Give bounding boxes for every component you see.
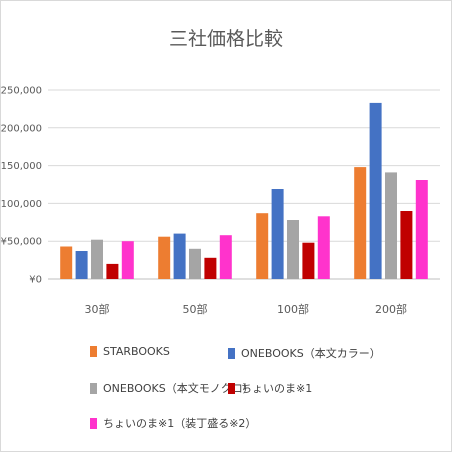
bar	[75, 251, 88, 279]
bar	[354, 167, 367, 279]
bar	[60, 246, 73, 279]
bar	[287, 220, 299, 279]
y-tick-label: ¥100,000	[0, 199, 42, 210]
bar	[106, 263, 119, 279]
bar	[369, 102, 382, 280]
x-tick-label: 200部	[375, 302, 407, 316]
bar	[219, 235, 232, 279]
bar	[121, 241, 134, 279]
y-tick-label: ¥0	[29, 275, 42, 286]
x-axis-ticks: 30部 50部 100部 200部	[85, 302, 408, 316]
y-axis-ticks: ¥0 ¥50,000 ¥100,000 ¥150,000 ¥200,000 ¥250,00…	[0, 86, 42, 286]
bar	[189, 248, 201, 279]
x-tick-label: 100部	[277, 302, 309, 316]
y-tick-label: ¥200,000	[0, 123, 42, 134]
bars	[60, 102, 428, 280]
bar	[385, 172, 397, 279]
bar	[158, 236, 171, 279]
y-tick-label: ¥150,000	[0, 161, 42, 172]
bar	[271, 189, 284, 279]
bar	[256, 213, 269, 279]
bar	[400, 211, 413, 279]
x-tick-label: 30部	[85, 302, 110, 316]
bar	[91, 239, 103, 279]
chart-title: 三社価格比較	[168, 28, 283, 50]
bar	[204, 257, 217, 279]
bar	[302, 242, 315, 279]
bar	[173, 233, 186, 279]
y-tick-label: ¥250,000	[0, 86, 42, 97]
bar	[415, 180, 428, 279]
y-tick-label: ¥50,000	[1, 237, 42, 248]
x-tick-label: 50部	[183, 302, 208, 316]
bar	[317, 216, 330, 279]
